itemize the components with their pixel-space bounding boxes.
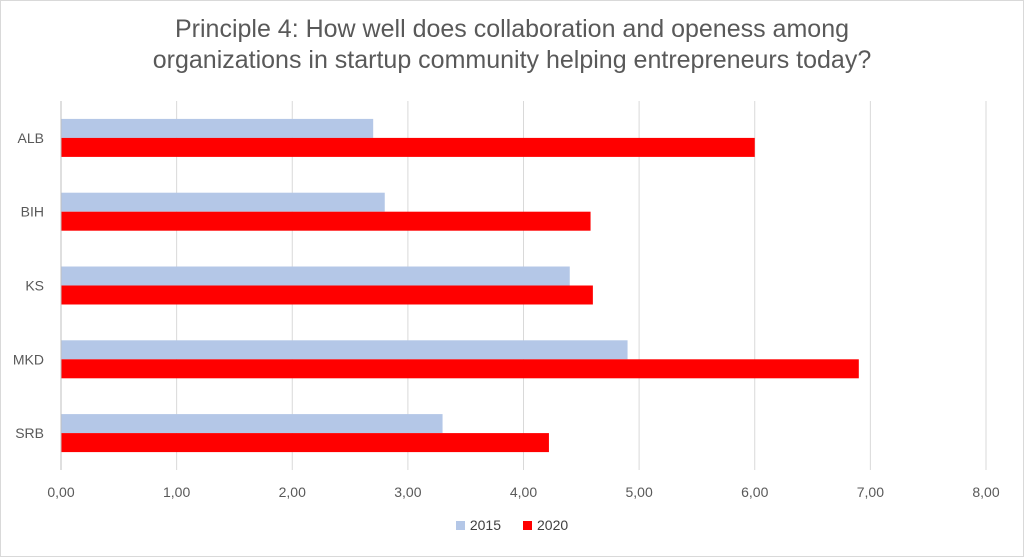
bar-2020-mkd: [61, 359, 859, 379]
category-label-mkd: MKD: [13, 351, 44, 367]
category-label-alb: ALB: [18, 130, 44, 146]
x-tick-label-6: 6,00: [741, 484, 768, 500]
legend-item-2015: 2015: [455, 517, 501, 533]
bar-2015-ks: [61, 266, 570, 286]
category-label-ks: KS: [25, 278, 44, 294]
x-tick-label-8: 8,00: [972, 484, 999, 500]
chart-title-line-2: organizations in startup community helpi…: [152, 46, 872, 74]
chart-title: Principle 4: How well does collaboration…: [0, 14, 1024, 76]
bar-2020-srb: [61, 433, 549, 453]
x-tick-label-1: 1,00: [163, 484, 190, 500]
legend-label-2020: 2020: [537, 517, 569, 533]
bar-2020-alb: [61, 137, 755, 157]
legend-label-2015: 2015: [469, 517, 501, 533]
legend-swatch-2015: [455, 520, 465, 530]
category-label-srb: SRB: [15, 425, 44, 441]
legend-item-2020: 2020: [523, 517, 568, 533]
bar-2015-mkd: [61, 340, 628, 360]
bar-2015-srb: [61, 414, 443, 434]
legend: 2015 2020: [0, 517, 1024, 533]
chart-title-line-1: Principle 4: How well does collaboration…: [174, 15, 849, 43]
x-tick-label-2: 2,00: [279, 484, 306, 500]
x-tick-label-5: 5,00: [626, 484, 653, 500]
bar-2020-bih: [61, 211, 591, 231]
bar-2020-ks: [61, 285, 593, 305]
bar-2015-bih: [61, 192, 385, 212]
x-tick-label-3: 3,00: [394, 484, 421, 500]
x-tick-label-7: 7,00: [857, 484, 884, 500]
bar-2015-alb: [61, 118, 374, 138]
category-label-bih: BIH: [21, 204, 44, 220]
x-tick-label-4: 4,00: [510, 484, 537, 500]
legend-swatch-2020: [523, 520, 532, 530]
x-tick-label-0: 0,00: [47, 484, 74, 500]
